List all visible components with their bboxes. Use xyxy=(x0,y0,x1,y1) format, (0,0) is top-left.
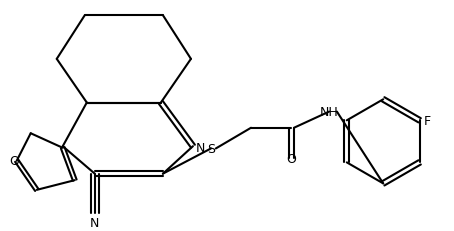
Text: S: S xyxy=(207,142,215,155)
Text: N: N xyxy=(196,141,206,154)
Text: F: F xyxy=(424,114,431,127)
Text: O: O xyxy=(10,155,20,167)
Text: O: O xyxy=(286,152,296,165)
Text: N: N xyxy=(90,216,99,229)
Text: NH: NH xyxy=(320,106,339,119)
